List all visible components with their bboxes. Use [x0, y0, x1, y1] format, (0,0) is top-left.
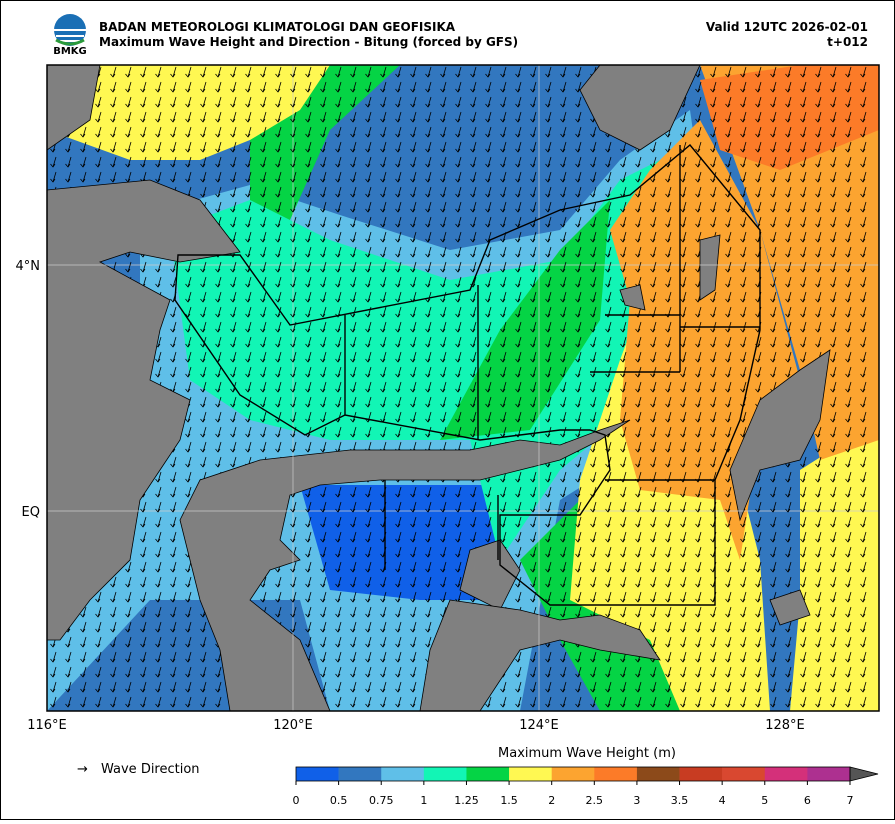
colorbar-title: Maximum Wave Height (m): [498, 746, 676, 761]
colorbar-tick-label: 2.5: [586, 794, 604, 807]
lon-label: 124°E: [519, 718, 559, 733]
colorbar-bin: [636, 767, 680, 781]
lon-label: 116°E: [27, 718, 67, 733]
colorbar-tick-label: 4: [719, 794, 726, 807]
colorbar-bin: [338, 767, 382, 781]
map: [47, 65, 879, 711]
title: BADAN METEOROLOGI KLIMATOLOGI DAN GEOFIS…: [99, 20, 456, 34]
colorbar-bin: [807, 767, 851, 781]
lat-label: EQ: [22, 505, 40, 520]
colorbar-bin: [466, 767, 510, 781]
colorbar-tick-label: 1.25: [454, 794, 479, 807]
map-border: [46, 64, 880, 712]
colorbar-outline: [295, 766, 851, 782]
lat-label: 4°N: [16, 259, 41, 274]
colorbar-tick-label: 7: [847, 794, 854, 807]
colorbar-tick-label: 0: [293, 794, 300, 807]
legend-label: Wave Direction: [101, 762, 200, 777]
colorbar-bin: [423, 767, 467, 781]
subtitle: Maximum Wave Height and Direction - Bitu…: [99, 35, 518, 49]
valid-time: Valid 12UTC 2026-02-01: [706, 20, 868, 34]
colorbar-tick-label: 1: [420, 794, 427, 807]
colorbar-bin: [679, 767, 723, 781]
lon-label: 120°E: [273, 718, 313, 733]
logo: BMKG: [53, 14, 87, 57]
colorbar-tick-label: 3: [633, 794, 640, 807]
lon-label: 128°E: [765, 718, 805, 733]
colorbar-bin: [296, 767, 339, 781]
colorbar-bin: [594, 767, 638, 781]
lead-time: t+012: [827, 35, 868, 49]
logo-text: BMKG: [53, 46, 87, 57]
colorbar-bin: [551, 767, 595, 781]
wave-arrows: [50, 66, 867, 708]
colorbar-bin: [509, 767, 552, 781]
colorbar-tick-label: 6: [804, 794, 811, 807]
colorbar-bin: [381, 767, 425, 781]
zone-boundaries: [174, 144, 761, 606]
colorbar-tick-label: 2: [548, 794, 555, 807]
colorbar-bin: [722, 767, 766, 781]
colorbar-tick-label: 3.5: [671, 794, 689, 807]
colorbar-bin: [764, 767, 808, 781]
colorbar-tick-label: 0.5: [330, 794, 348, 807]
legend-arrow: →: [77, 762, 88, 777]
colorbar-tick-label: 5: [761, 794, 768, 807]
colorbar-tick-label: 1.5: [500, 794, 518, 807]
colorbar-tick-label: 0.75: [369, 794, 394, 807]
